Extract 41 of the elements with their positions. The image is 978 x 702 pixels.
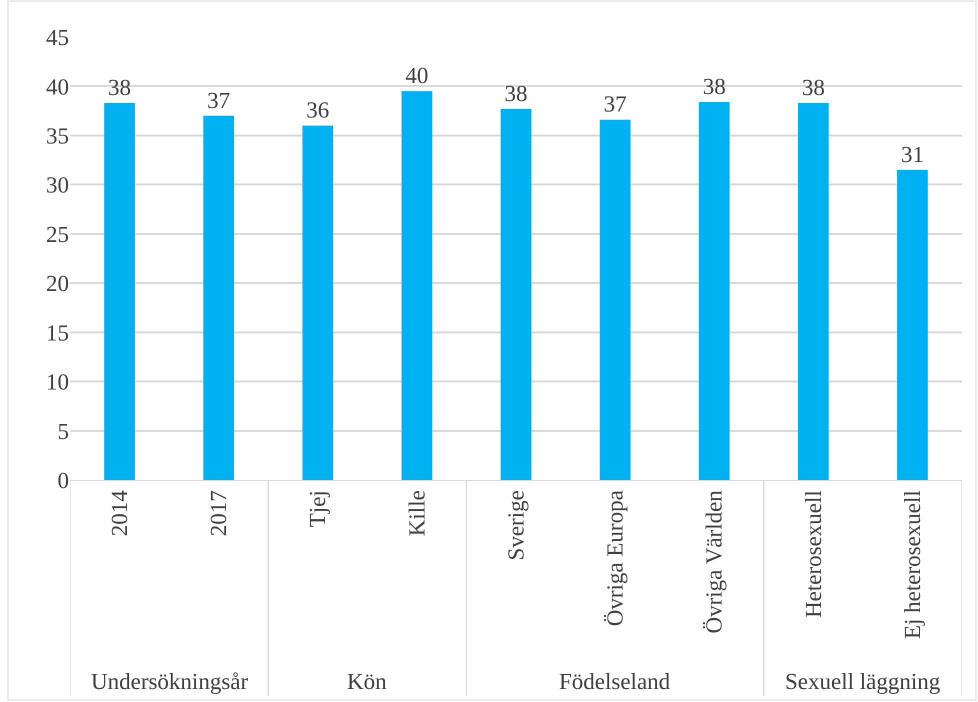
data-label: 37 (604, 92, 627, 117)
data-label: 36 (306, 98, 330, 123)
x-tick-label: Tjej (305, 490, 330, 528)
bar (104, 102, 135, 480)
x-tick-label: 2014 (107, 490, 132, 536)
data-label: 31 (900, 142, 924, 167)
data-label: 38 (802, 74, 825, 100)
data-label: 38 (702, 74, 726, 99)
y-tick-label: 10 (46, 370, 69, 395)
bar (302, 126, 334, 480)
text: Födelseland (559, 669, 671, 694)
data-label: 38 (504, 80, 528, 106)
bar (600, 120, 630, 480)
bar (897, 170, 928, 480)
x-tick-label: Övriga Europa (602, 490, 628, 626)
x-tick-label: Ej heterosexuell (900, 490, 925, 640)
x-tick-label: 2017 (206, 490, 232, 536)
y-tick-label: 30 (46, 172, 69, 198)
bar (500, 108, 532, 480)
data-label: 38 (108, 74, 132, 100)
y-tick-label: 40 (46, 74, 69, 100)
y-tick-label: 35 (46, 123, 69, 148)
x-tick-label: Sverige (503, 490, 528, 560)
y-tick-label: 25 (46, 222, 69, 247)
data-label: 37 (207, 88, 230, 113)
y-tick-label: 45 (46, 25, 69, 50)
y-tick-label: 0 (58, 468, 69, 494)
text: Sexuell läggning (785, 669, 941, 694)
x-tick-label: Kille (404, 490, 430, 536)
text: Kön (347, 669, 388, 694)
bar (402, 91, 432, 480)
bar (798, 102, 829, 480)
text: Undersökningsår (91, 669, 248, 694)
bar (698, 102, 730, 480)
y-tick-label: 15 (46, 320, 69, 346)
bar (203, 116, 234, 480)
data-label: 40 (405, 63, 428, 88)
y-tick-label: 20 (46, 271, 69, 296)
y-tick-label: 5 (58, 418, 69, 444)
x-tick-label: Övriga Världen (702, 490, 727, 634)
x-tick-label: Heterosexuell (800, 490, 826, 618)
